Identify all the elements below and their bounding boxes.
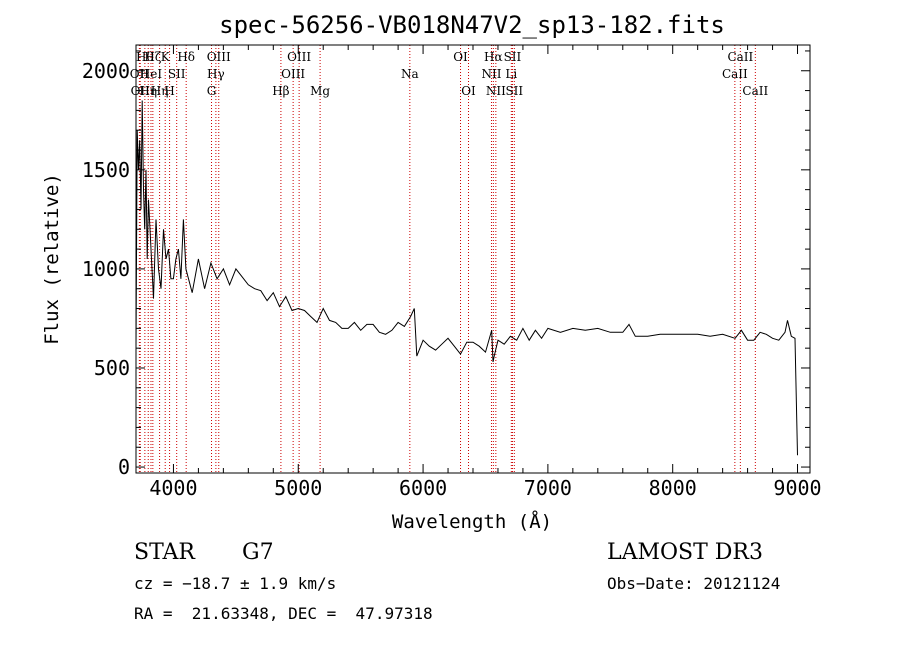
spectrum-line: [135, 100, 798, 456]
line-label: SII: [505, 84, 523, 98]
y-axis-ticks: 0 500 1000 1500 2000: [82, 50, 810, 479]
line-label: Hζ: [144, 50, 161, 64]
subclass: G7: [242, 540, 274, 565]
y-tick-label: 1000: [82, 257, 130, 281]
x-tick-label: 6000: [399, 476, 447, 500]
line-labels: OIIOIIHθHηHeIHζHηKHSIIHδGHγOIIIHβOIIIOII…: [130, 50, 769, 98]
line-label: Hη: [151, 84, 169, 98]
x-tick-label: 5000: [274, 476, 322, 500]
line-label: Hα: [484, 50, 503, 64]
y-tick-label: 1500: [82, 158, 130, 182]
line-label: Hθ: [136, 50, 154, 64]
line-label: K: [161, 50, 171, 64]
chart-title: spec-56256-VB018N47V2_sp13-182.fits: [219, 11, 725, 39]
line-label: OI: [453, 50, 468, 64]
line-label: Hδ: [177, 50, 195, 64]
line-label: H: [164, 84, 174, 98]
line-label: OIII: [287, 50, 311, 64]
line-markers: [138, 45, 756, 473]
x-tick-label: 8000: [649, 476, 697, 500]
line-label: CaII: [727, 50, 753, 64]
line-label: SII: [168, 67, 186, 81]
flux-series: [135, 100, 798, 456]
line-label: SII: [504, 50, 522, 64]
survey-name: LAMOST DR3: [607, 540, 763, 565]
line-label: Hγ: [207, 67, 225, 81]
x-axis-title: Wavelength (Å): [392, 510, 552, 533]
line-label: OIII: [207, 50, 231, 64]
line-label: OIII: [281, 67, 305, 81]
line-label: G: [207, 84, 217, 98]
obs-date: Obs−Date: 20121124: [607, 574, 781, 593]
x-axis-ticks: 4000 5000 6000 7000 8000 9000: [149, 45, 822, 500]
x-tick-label: 7000: [524, 476, 572, 500]
line-label: Mg: [310, 84, 330, 98]
y-tick-label: 500: [94, 356, 130, 380]
line-label: Li: [505, 67, 517, 81]
line-label: Na: [401, 67, 419, 81]
line-label: OI: [461, 84, 476, 98]
line-label: Hη: [139, 84, 157, 98]
coordinates: RA = 21.63348, DEC = 47.97318: [134, 604, 433, 623]
y-tick-label: 2000: [82, 59, 130, 83]
x-tick-label: 9000: [773, 476, 821, 500]
y-axis-title: Flux (relative): [41, 173, 63, 345]
line-label: CaII: [742, 84, 768, 98]
object-type: STAR: [134, 540, 195, 565]
line-label: Hβ: [272, 84, 289, 98]
line-label: NII: [486, 84, 506, 98]
x-tick-label: 4000: [149, 476, 197, 500]
redshift-text: cz = −18.7 ± 1.9 km/s: [134, 574, 337, 593]
line-label: NII: [481, 67, 501, 81]
y-tick-label: 0: [118, 455, 130, 479]
line-label: CaII: [722, 67, 748, 81]
line-label: HeI: [140, 67, 163, 81]
plot-frame: [135, 44, 811, 474]
